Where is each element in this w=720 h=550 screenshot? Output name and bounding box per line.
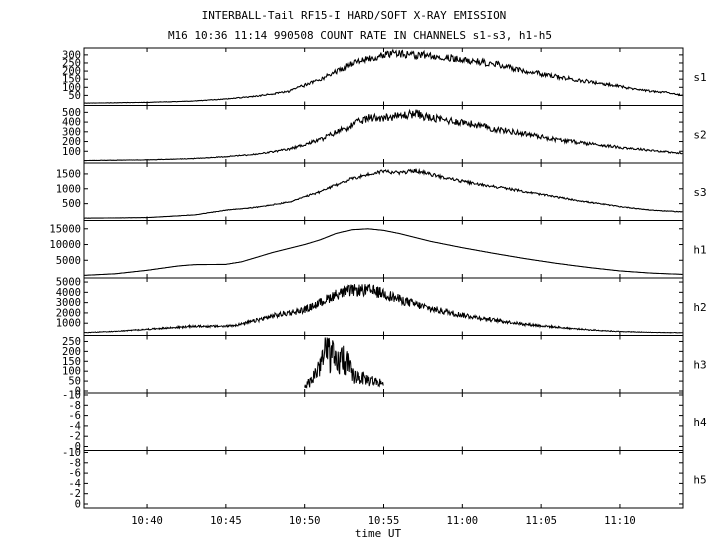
y-tick-label-s3-1000: 1000 (56, 183, 81, 195)
channel-label-h3: h3 (693, 358, 706, 371)
channel-label-h2: h2 (693, 301, 706, 314)
channel-label-h5: h5 (693, 473, 706, 486)
panel-frame (83, 277, 684, 336)
series-line-h3 (304, 337, 384, 389)
y-tick-label-h3-250: 250 (62, 336, 81, 348)
y-tick-label-s1-100: 100 (62, 82, 81, 94)
y-tick-label-h5-6: -6 (68, 468, 81, 480)
y-tick-label-h4-4: -4 (68, 420, 81, 432)
y-tick-label-h3-0: 0 (75, 386, 81, 398)
y-tick-label-h3-100: 100 (62, 366, 81, 378)
y-tick-label-h2-1000: 1000 (56, 318, 81, 330)
channel-label-h1: h1 (693, 243, 706, 256)
channel-label-s3: s3 (693, 186, 706, 199)
x-tick-label-10-55: 10:55 (368, 515, 400, 527)
y-tick-label-s2-500: 500 (62, 107, 81, 119)
channel-label-s2: s2 (693, 128, 706, 141)
panel-frame (83, 105, 684, 164)
channel-label-h4: h4 (693, 416, 707, 429)
y-tick-label-h5-10: -10 (62, 447, 81, 459)
y-tick-label-h1-10000: 10000 (49, 239, 81, 251)
x-tick-label-11-05: 11:05 (525, 515, 557, 527)
chart-title: INTERBALL-Tail RF15-I HARD/SOFT X-RAY EM… (202, 9, 507, 22)
y-tick-label-h4-0: 0 (75, 441, 81, 453)
panel-frame (83, 450, 684, 509)
y-tick-label-h3-50: 50 (68, 376, 81, 388)
y-tick-label-h4-10: -10 (62, 390, 81, 402)
y-tick-label-h2-2000: 2000 (56, 307, 81, 319)
panel-h1: 5000 10000 15000 h1 (49, 220, 707, 279)
y-tick-label-s2-200: 200 (62, 136, 81, 148)
panel-frame (83, 220, 684, 279)
x-tick-label-11-10: 11:10 (604, 515, 636, 527)
chart-subtitle: M16 10:36 11:14 990508 COUNT RATE IN CHA… (168, 29, 552, 42)
y-tick-label-h4-6: -6 (68, 410, 81, 422)
y-tick-label-h5-4: -4 (68, 478, 81, 490)
y-tick-label-h4-8: -8 (68, 400, 81, 412)
y-tick-label-h1-15000: 15000 (49, 223, 81, 235)
chart-panels: 50100150200250300s1100200300400500s25001… (49, 47, 707, 511)
y-tick-label-s1-250: 250 (62, 57, 81, 69)
y-tick-label-s2-300: 300 (62, 126, 81, 138)
y-tick-label-s3-500: 500 (62, 198, 81, 210)
panel-frame (83, 392, 684, 451)
y-tick-label-h3-200: 200 (62, 346, 81, 358)
x-tick-label-10-40: 10:40 (131, 515, 163, 527)
y-tick-label-h2-4000: 4000 (56, 287, 81, 299)
time-axis: 10:40 10:45 10:50 10:55 11:00 11:05 11:10 (131, 48, 636, 527)
y-tick-label-h2-3000: 3000 (56, 297, 81, 309)
panel-s3: 500 1000 1500 s3 (56, 162, 707, 221)
series-line-h1 (83, 228, 683, 276)
y-tick-label-h5-2: -2 (68, 488, 81, 500)
channel-label-s1: s1 (693, 71, 706, 84)
y-tick-label-s2-100: 100 (62, 146, 81, 158)
y-tick-label-h3-150: 150 (62, 356, 81, 368)
y-tick-label-h4-2: -2 (68, 431, 81, 443)
x-tick-label-10-50: 10:50 (289, 515, 321, 527)
x-axis-label: time UT (355, 527, 402, 540)
series-line-h2 (83, 283, 684, 334)
y-tick-label-s1-50: 50 (68, 90, 81, 102)
y-tick-label-s2-400: 400 (62, 117, 81, 129)
y-tick-label-h5-0: 0 (75, 499, 81, 511)
series-line-s2 (83, 108, 683, 162)
y-tick-label-h1-5000: 5000 (56, 255, 81, 267)
y-tick-label-s1-300: 300 (62, 49, 81, 61)
x-tick-label-10-45: 10:45 (210, 515, 242, 527)
y-tick-label-s1-200: 200 (62, 66, 81, 78)
y-tick-label-s3-1500: 1500 (56, 168, 81, 180)
y-tick-label-s1-150: 150 (62, 74, 81, 86)
y-tick-label-h5-8: -8 (68, 457, 81, 469)
panel-h4: 0-2-4-6-8-10 h4 (62, 390, 707, 454)
x-tick-label-11-00: 11:00 (447, 515, 479, 527)
series-line-s3 (84, 167, 683, 219)
panel-h5: 0-2-4-6-8-10 h5 (62, 447, 707, 511)
series-line-s1 (83, 48, 683, 104)
y-tick-label-h2-5000: 5000 (56, 277, 81, 289)
